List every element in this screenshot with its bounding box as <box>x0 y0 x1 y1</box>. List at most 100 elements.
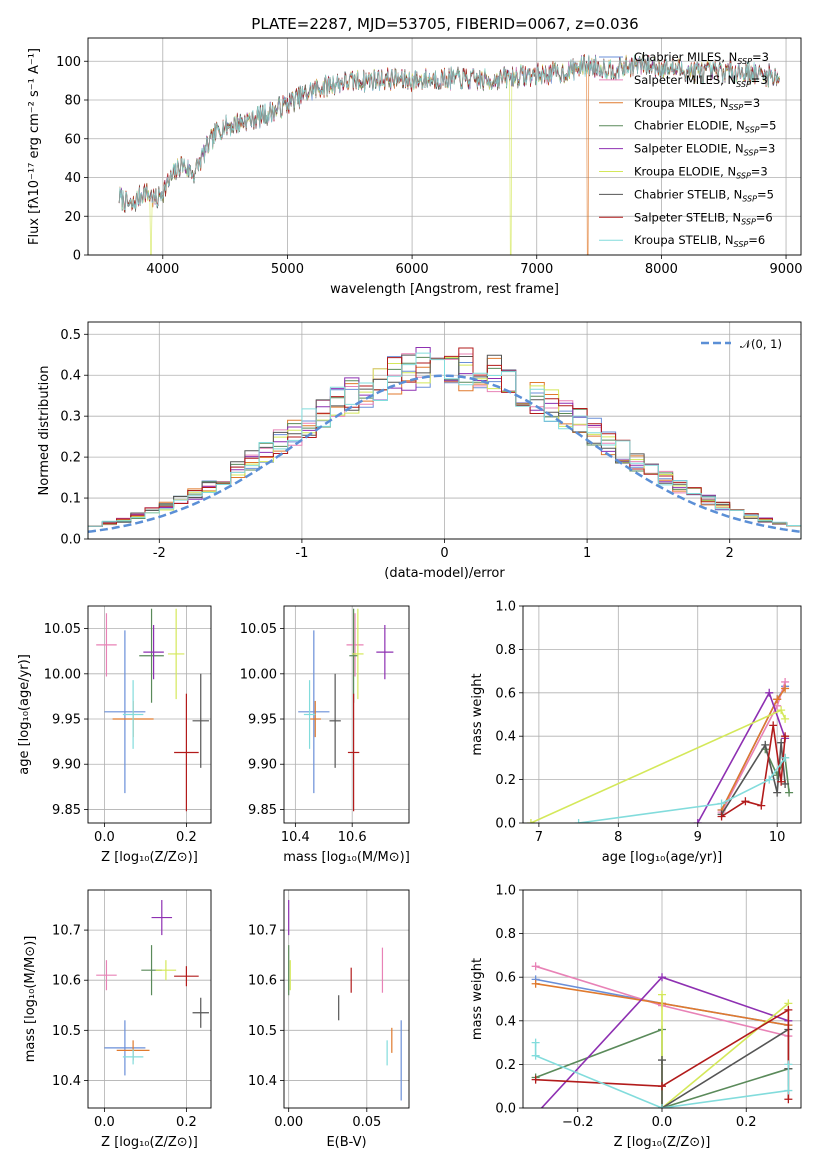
y-tick-label: 10.4 <box>248 1074 277 1089</box>
series-marker-s_elodie <box>765 688 774 697</box>
x-tick-label: 0.0 <box>94 1115 115 1130</box>
series-group <box>526 677 794 823</box>
plot-area-spectrum <box>118 53 780 256</box>
errorbar-s_elodie <box>151 900 173 936</box>
errorbar-c_stelib <box>329 673 341 768</box>
x-tick-label: 0.2 <box>176 830 197 845</box>
x-tick-label: 5000 <box>271 262 304 277</box>
errorbar-k_stelib <box>303 680 316 749</box>
y-tick-label: 100 <box>56 55 81 70</box>
y-tick-label: 0.2 <box>60 451 81 466</box>
axes-age_vs_mass: 10.4 10.6 9.85 9.90 9.95 10.00 10.05 mass [log₁… <box>240 605 410 865</box>
y-tick-label: 10.4 <box>52 1074 81 1089</box>
x-tick-label: 10 <box>769 830 786 845</box>
y-tick-label: 10.6 <box>52 974 81 989</box>
y-axis-label: Flux [fλ10⁻¹⁷ erg cm⁻² s⁻¹ A⁻¹] <box>27 48 42 245</box>
y-tick-label: 10.5 <box>248 1024 277 1039</box>
series-marker-s_stelib <box>741 797 750 806</box>
series-marker-c_elodie <box>785 788 794 797</box>
axes-frame <box>87 605 212 824</box>
y-tick-label: 0.6 <box>495 971 516 986</box>
y-tick-label: 0.2 <box>495 773 516 788</box>
legend-entry: Salpeter MILES, NSSP=3 <box>634 73 768 89</box>
errorbar-k_stelib <box>122 1049 144 1065</box>
y-tick-label: 0.0 <box>60 533 81 548</box>
errorbar-s_miles <box>346 613 364 677</box>
axes-frame <box>522 889 802 1109</box>
plot-area-weight_vs_Z <box>531 962 793 1108</box>
errorbar-k_elodie <box>155 960 177 981</box>
grid-weight_vs_age <box>523 605 801 824</box>
y-tick-label: 10.7 <box>52 924 81 939</box>
series-line-c_stelib <box>661 1028 790 1108</box>
plot-area-age_vs_mass <box>298 608 394 812</box>
series-marker-k_stelib <box>531 1051 540 1060</box>
plot-area-age_vs_Z <box>96 608 209 812</box>
x-tick-label: 0.00 <box>274 1115 303 1130</box>
y-tick-label: 9.85 <box>248 803 277 818</box>
series-marker-s_stelib <box>769 721 778 730</box>
legend-entry: Chabrier MILES, NSSP=3 <box>634 50 769 66</box>
axes-frame <box>283 605 410 824</box>
series-marker-k_stelib <box>531 1038 540 1047</box>
x-tick-label: 2 <box>726 546 734 561</box>
x-tick-label: 10.4 <box>281 830 310 845</box>
grid-residuals <box>88 322 801 540</box>
series-line-s_stelib <box>535 1008 790 1100</box>
y-tick-label: 0.0 <box>495 1102 516 1117</box>
y-tick-label: 0.0 <box>495 817 516 832</box>
series-marker-k_stelib <box>781 753 790 762</box>
errorbar-k_elodie <box>352 608 364 700</box>
axes-frame <box>87 321 802 540</box>
series-marker-c_stelib <box>658 1056 666 1065</box>
series-line-k_elodie <box>661 994 789 1108</box>
errorbar-c_miles <box>104 630 146 794</box>
y-tick-label: 20 <box>64 210 81 225</box>
series-marker-k_elodie <box>658 990 666 999</box>
y-tick-label: 0.4 <box>495 1014 516 1029</box>
y-tick-label: 1.0 <box>495 600 516 615</box>
legend-entry: Salpeter STELIB, NSSP=6 <box>634 210 773 226</box>
series-line-k_stelib <box>534 1042 790 1108</box>
plot-area-mass_vs_EBV <box>288 900 402 1101</box>
series-line-c_elodie <box>764 748 790 793</box>
errorbar-k_elodie <box>167 608 185 700</box>
legend-entry: Chabrier STELIB, NSSP=5 <box>634 187 774 203</box>
y-axis-label: mass weight <box>470 958 485 1040</box>
x-tick-label: 8 <box>614 830 622 845</box>
y-tick-label: 9.90 <box>248 758 277 773</box>
series-line-s_stelib <box>721 725 786 818</box>
histogram-k_stelib <box>87 352 802 539</box>
y-tick-label: 0.1 <box>60 492 81 507</box>
series-line-k_miles <box>720 688 786 811</box>
errorbar-s_stelib <box>347 693 360 812</box>
series-marker-k_stelib <box>765 775 774 784</box>
series-marker-k_stelib <box>784 1086 793 1095</box>
y-tick-label: 0.3 <box>60 410 81 425</box>
legend-entry: Kroupa STELIB, NSSP=6 <box>634 233 765 249</box>
series-marker-s_stelib <box>717 812 726 821</box>
grid-age_vs_mass <box>284 606 409 823</box>
plot-layer: 4000 5000 6000 7000 8000 9000020406080100wave… <box>17 37 803 1150</box>
legend-entry: Salpeter ELODIE, NSSP=3 <box>634 142 775 158</box>
x-tick-label: 4000 <box>146 262 179 277</box>
x-tick-label: -1 <box>295 546 308 561</box>
axes-age_vs_Z: 0.0 0.2 9.85 9.90 9.95 10.00 10.05 Z [log₁₀(Z/Z… <box>17 605 212 865</box>
x-tick-label: 0.2 <box>736 1115 757 1130</box>
axes-frame <box>522 605 802 824</box>
x-tick-label: 7 <box>535 830 543 845</box>
legend-entry: Kroupa MILES, NSSP=3 <box>634 96 760 112</box>
y-tick-label: 0.4 <box>60 369 81 384</box>
series-marker-s_stelib <box>658 1082 666 1091</box>
axes-mass_vs_EBV: 0.00 0.05 10.4 10.5 10.6 10.7 E(B-V) <box>248 889 410 1150</box>
legend-entry: Kroupa ELODIE, NSSP=3 <box>634 165 768 181</box>
grid-mass_vs_EBV <box>284 890 409 1108</box>
errorbar-c_elodie <box>349 608 358 703</box>
y-tick-label: 1.0 <box>495 884 516 899</box>
series-group <box>531 962 793 1108</box>
y-tick-label: 0.5 <box>60 328 81 343</box>
series-marker-s_stelib <box>757 801 766 810</box>
y-tick-label: 40 <box>64 171 81 186</box>
x-axis-label: age [log₁₀(age/yr)] <box>602 850 723 865</box>
